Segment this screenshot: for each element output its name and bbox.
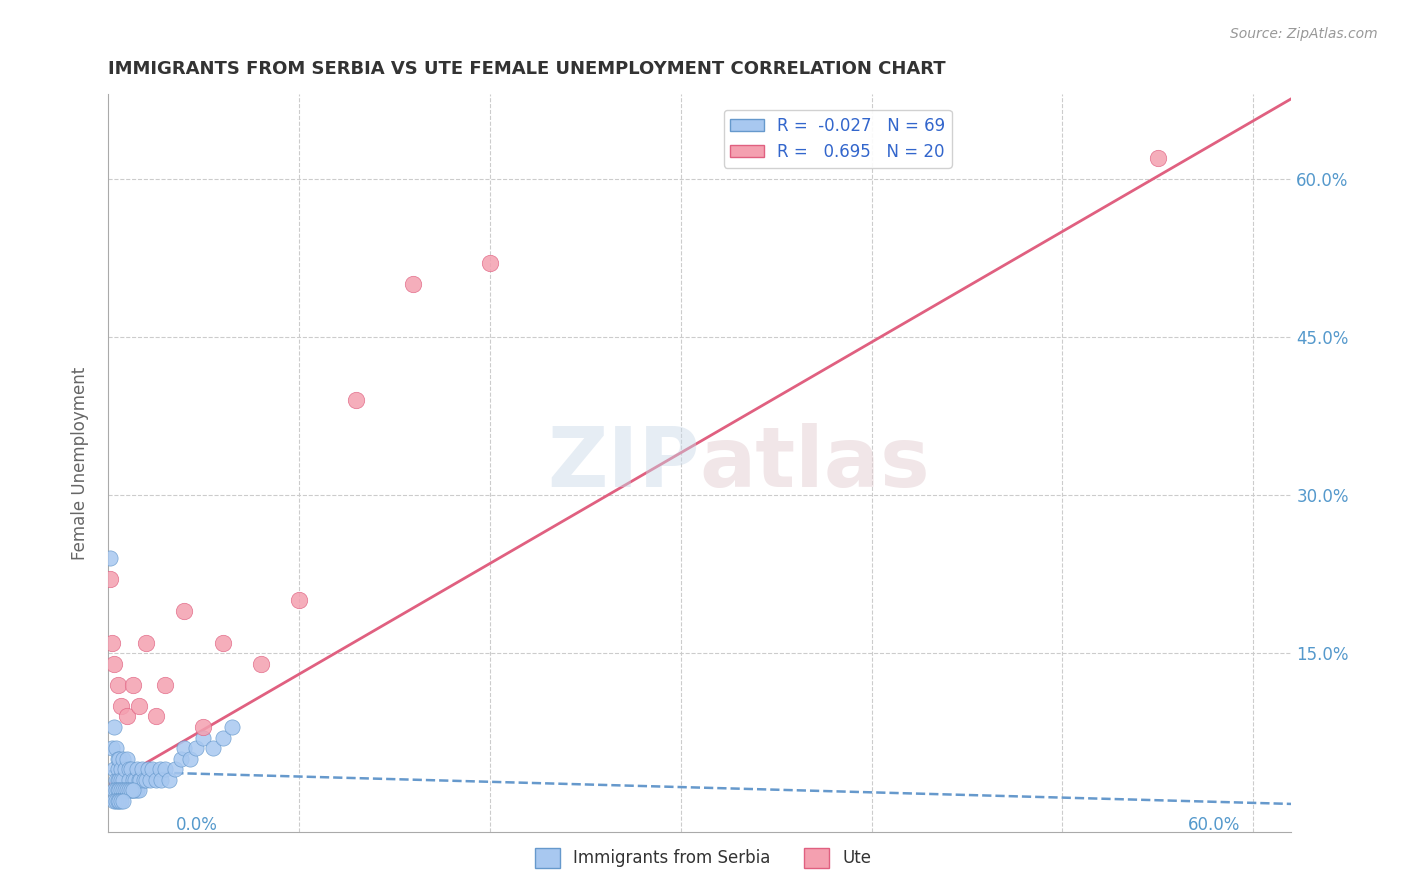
Point (114, 783, 136, 797)
Point (402, 277, 425, 292)
Point (103, 657, 125, 671)
Point (184, 741, 207, 756)
Point (135, 772, 157, 787)
Point (129, 772, 152, 787)
Point (108, 783, 131, 797)
Point (108, 751, 131, 765)
Point (221, 720, 243, 734)
Point (98, 573, 121, 587)
Point (115, 783, 138, 797)
Point (112, 772, 135, 787)
Point (120, 762, 142, 776)
Point (288, 593, 311, 607)
Point (121, 783, 143, 797)
Text: 0.0%: 0.0% (176, 816, 218, 834)
Point (104, 794, 127, 808)
Point (104, 741, 127, 756)
Text: atlas: atlas (700, 423, 931, 504)
Point (344, 393, 367, 408)
Point (131, 762, 153, 776)
Point (145, 772, 167, 787)
Point (103, 720, 125, 734)
Point (120, 783, 142, 797)
Point (115, 783, 138, 797)
Point (193, 720, 215, 734)
Y-axis label: Female Unemployment: Female Unemployment (72, 367, 89, 560)
Point (1147, 151, 1170, 165)
Point (155, 678, 177, 692)
Point (115, 709, 138, 723)
Text: 60.0%: 60.0% (1188, 816, 1240, 834)
Point (118, 772, 141, 787)
Point (169, 751, 191, 765)
Point (110, 772, 132, 787)
Point (201, 741, 224, 756)
Point (110, 698, 132, 713)
Text: Source: ZipAtlas.com: Source: ZipAtlas.com (1230, 27, 1378, 41)
Text: IMMIGRANTS FROM SERBIA VS UTE FEMALE UNEMPLOYMENT CORRELATION CHART: IMMIGRANTS FROM SERBIA VS UTE FEMALE UNE… (108, 60, 946, 78)
Point (101, 635, 124, 649)
Point (211, 635, 233, 649)
Point (110, 762, 132, 776)
Legend: R =  -0.027   N = 69, R =   0.695   N = 20: R = -0.027 N = 69, R = 0.695 N = 20 (724, 110, 952, 168)
Point (112, 751, 135, 765)
Point (98, 551, 121, 566)
Point (211, 731, 233, 745)
Point (104, 783, 127, 797)
Point (148, 762, 170, 776)
Point (110, 783, 132, 797)
Point (108, 794, 131, 808)
Point (125, 783, 148, 797)
Point (104, 772, 127, 787)
Point (103, 783, 125, 797)
Point (107, 783, 129, 797)
Point (139, 772, 162, 787)
Point (103, 762, 125, 776)
Point (135, 635, 157, 649)
Point (141, 762, 163, 776)
Point (128, 698, 150, 713)
Point (107, 794, 129, 808)
Point (118, 762, 141, 776)
Point (136, 762, 159, 776)
Point (121, 783, 143, 797)
Point (108, 772, 131, 787)
Point (134, 772, 156, 787)
Point (114, 783, 136, 797)
Point (145, 709, 167, 723)
Point (114, 762, 136, 776)
Point (107, 772, 129, 787)
Point (107, 762, 129, 776)
Point (121, 678, 143, 692)
Point (101, 741, 124, 756)
Point (128, 772, 150, 787)
Point (121, 772, 143, 787)
Text: ZIP: ZIP (547, 423, 700, 504)
Point (193, 731, 215, 745)
Point (163, 762, 186, 776)
Point (112, 794, 135, 808)
Point (112, 783, 135, 797)
Point (107, 678, 129, 692)
Point (179, 751, 201, 765)
Point (120, 783, 142, 797)
Legend: Immigrants from Serbia, Ute: Immigrants from Serbia, Ute (529, 841, 877, 875)
Point (173, 741, 195, 756)
Point (118, 783, 141, 797)
Point (155, 762, 177, 776)
Point (110, 794, 132, 808)
Point (107, 751, 129, 765)
Point (478, 256, 501, 270)
Point (249, 657, 271, 671)
Point (128, 783, 150, 797)
Point (103, 794, 125, 808)
Point (150, 772, 173, 787)
Point (125, 762, 148, 776)
Point (115, 751, 138, 765)
Point (124, 772, 146, 787)
Point (157, 772, 180, 787)
Point (124, 783, 146, 797)
Point (173, 604, 195, 618)
